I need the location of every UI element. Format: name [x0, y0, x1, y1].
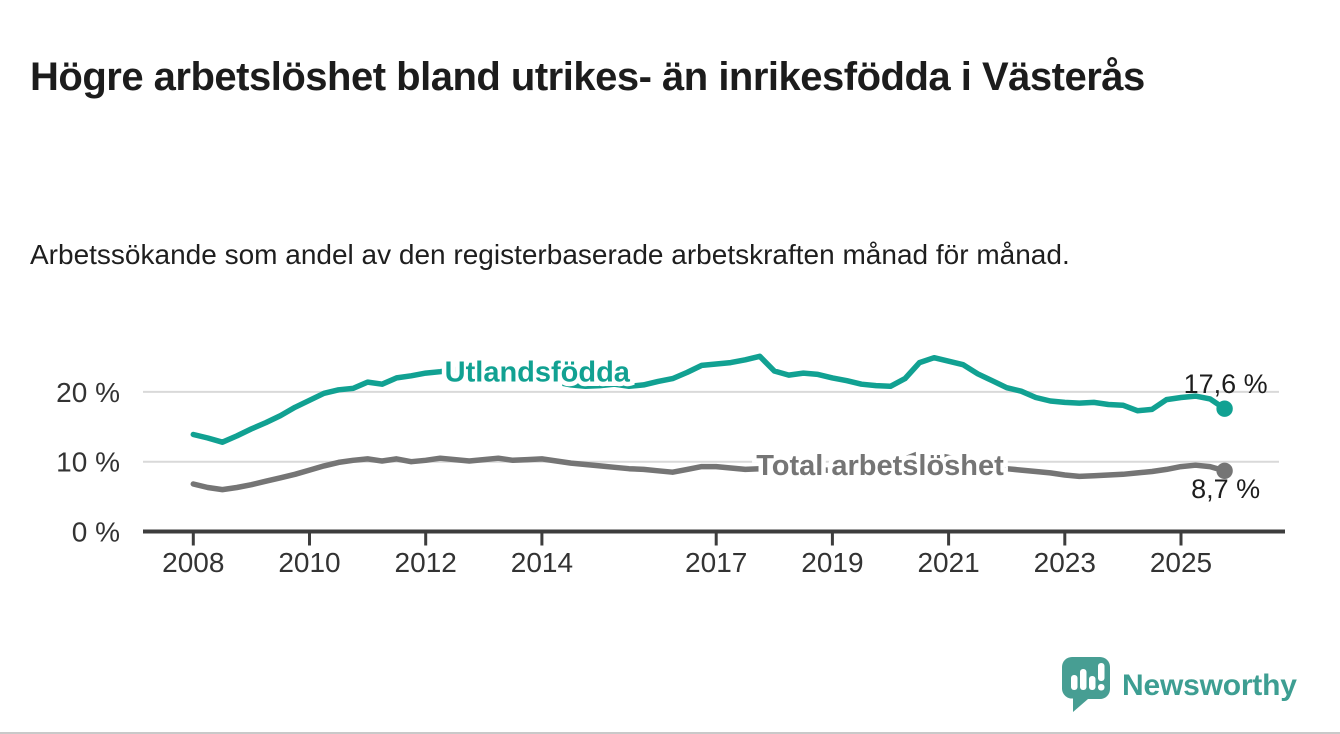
- x-tick-label: 2025: [1150, 547, 1212, 578]
- series-line-total: [190, 450, 1228, 493]
- y-tick-label: 20 %: [56, 377, 120, 408]
- series-end-value-label: 17,6 %: [1184, 369, 1268, 399]
- x-tick-label: 2010: [278, 547, 340, 578]
- series-end-dot: [1216, 462, 1233, 479]
- x-tick-label: 2014: [511, 547, 573, 578]
- x-tick-label: 2021: [917, 547, 979, 578]
- newsworthy-speech-bubble-bar-chart-icon: [1062, 657, 1110, 712]
- newsworthy-wordmark: Newsworthy: [1122, 669, 1297, 702]
- y-tick-label: 0 %: [72, 517, 120, 548]
- series-line-utlandsfodda: [190, 353, 1228, 445]
- x-tick-label: 2012: [395, 547, 457, 578]
- page-title: Högre arbetslöshet bland utrikes- än inr…: [30, 54, 1145, 99]
- series-inline-label: Total arbetslöshet: [756, 450, 1004, 482]
- series-end-value-label: 8,7 %: [1191, 474, 1260, 504]
- x-tick-label: 2019: [801, 547, 863, 578]
- chart-subtitle: Arbetssökande som andel av den registerb…: [30, 239, 1070, 270]
- series-inline-label: Utlandsfödda: [445, 356, 631, 388]
- x-tick-label: 2008: [162, 547, 224, 578]
- x-tick-label: 2023: [1034, 547, 1096, 578]
- series-end-dot: [1216, 400, 1233, 417]
- newsworthy-logo: Newsworthy: [1062, 657, 1297, 712]
- x-tick-label: 2017: [685, 547, 747, 578]
- y-tick-label: 10 %: [56, 447, 120, 478]
